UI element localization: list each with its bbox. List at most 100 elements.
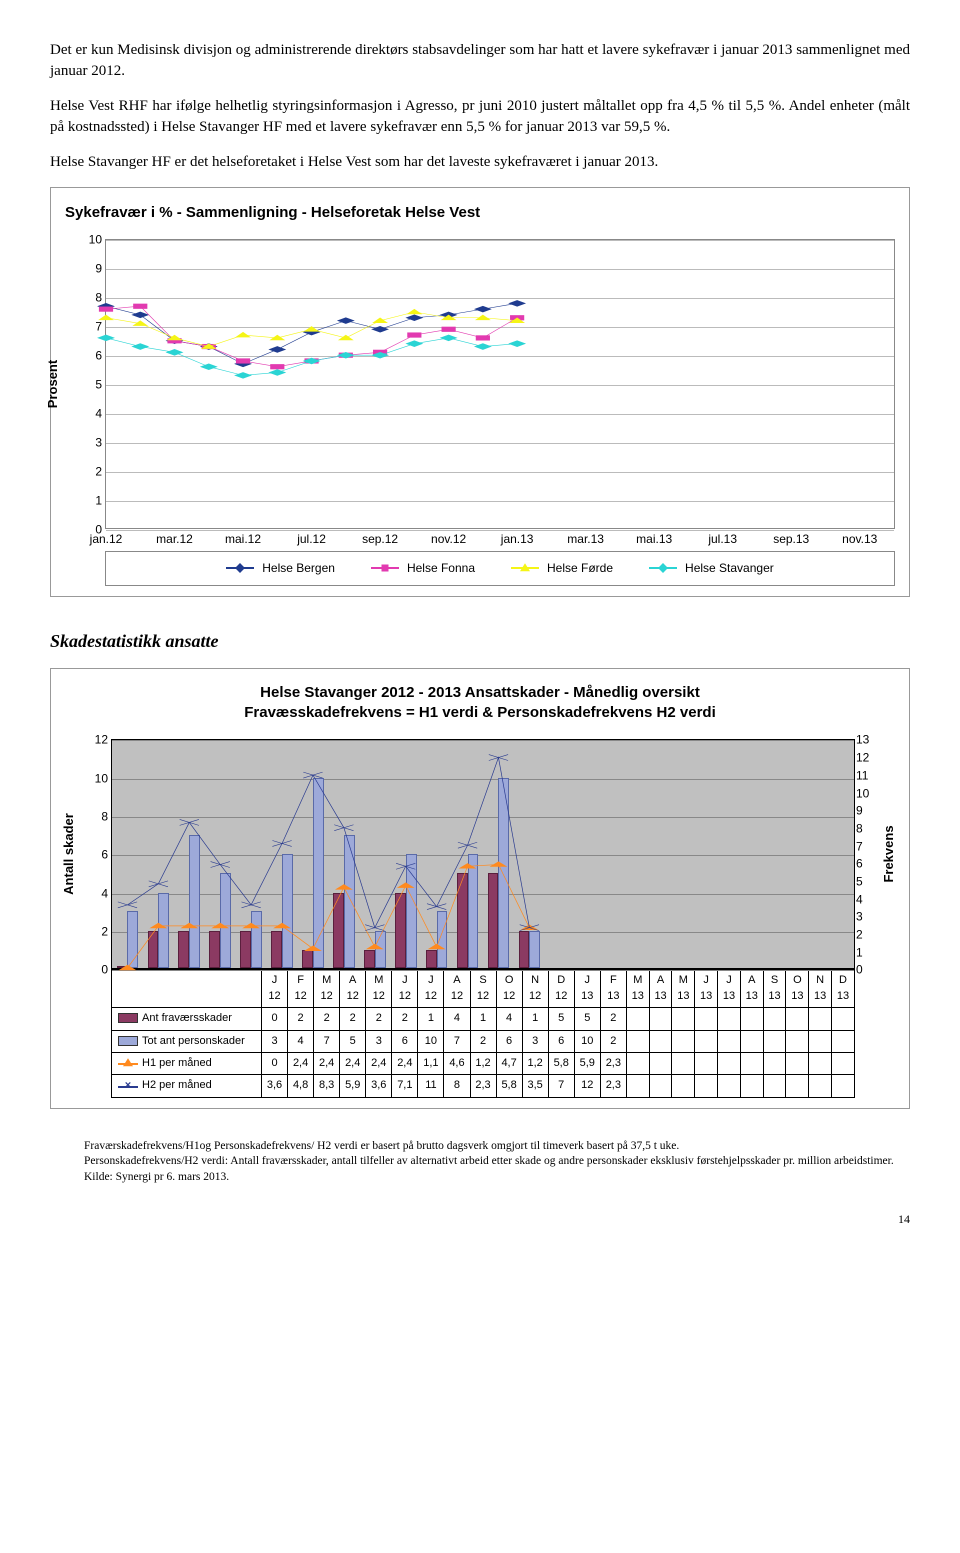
chart1-plot: 012345678910jan.12mar.12mai.12jul.12sep.… [105,239,895,529]
chart2-cell: 4 [444,1008,470,1030]
chart1-title: Sykefravær i % - Sammenligning - Helsefo… [65,202,895,223]
chart2-cell [626,1030,649,1052]
chart1-ytick: 7 [76,319,102,336]
chart1-ytick: 4 [76,406,102,423]
chart2-cell [832,1075,855,1097]
chart2-ytick-right: 4 [856,891,882,908]
chart2-column-header: O12 [496,970,522,1008]
chart1-xtick: mai.12 [225,531,261,548]
legend-item: Helse Førde [511,560,613,577]
chart1-ytick: 9 [76,261,102,278]
chart2-cell [626,1075,649,1097]
chart2-cell: 2,4 [314,1053,340,1075]
chart2-cell: 2,3 [600,1053,626,1075]
chart2-cell [740,1030,763,1052]
chart2-cell [763,1075,786,1097]
chart2-cell: 0 [262,1053,288,1075]
chart1-ytick: 8 [76,290,102,307]
chart1-ytick: 2 [76,464,102,481]
chart2-column-header: M12 [314,970,340,1008]
chart2-row-label: H1 per måned [112,1053,262,1075]
chart2-title-line2: Fravæsskadefrekvens = H1 verdi & Persons… [244,704,716,721]
chart-skadestatistikk: Helse Stavanger 2012 - 2013 Ansattskader… [50,668,910,1109]
chart1-xtick: sep.12 [362,531,398,548]
chart2-column-header: A12 [340,970,366,1008]
chart1-ytick: 6 [76,348,102,365]
chart2-ytick-right: 13 [856,732,882,749]
chart2-cell [786,1075,809,1097]
chart2-cell: 1,2 [470,1053,496,1075]
chart1-xtick: mai.13 [636,531,672,548]
chart2-cell: 4 [288,1030,314,1052]
chart2-column-header: J12 [392,970,418,1008]
chart2-ytick-right: 6 [856,856,882,873]
chart2-cell [649,1075,672,1097]
chart2-cell: 2 [600,1030,626,1052]
chart2-cell: 8 [444,1075,470,1097]
chart2-ytick-left: 0 [82,962,108,979]
chart2-cell: 8,3 [314,1075,340,1097]
chart1-ylabel: Prosent [44,360,62,408]
chart2-ytick-right: 8 [856,821,882,838]
chart1-xtick: mar.12 [156,531,193,548]
footnote: Fraværskadefrekvens/H1og Personskadefrek… [84,1139,910,1186]
chart2-cell: 2 [600,1008,626,1030]
chart1-ytick: 1 [76,493,102,510]
legend-label: Helse Bergen [262,560,335,577]
chart2-cell: 1,1 [418,1053,444,1075]
chart2-cell: 3 [262,1030,288,1052]
chart2-column-header: M13 [672,970,695,1008]
chart2-ytick-left: 4 [82,885,108,902]
chart2-cell: 7,1 [392,1075,418,1097]
chart2-data-table: J12F12M12A12M12J12J12A12S12O12N12D12J13F… [111,969,855,1097]
chart2-title: Helse Stavanger 2012 - 2013 Ansattskader… [65,683,895,724]
chart2-plot: 024681012012345678910111213 [111,739,855,969]
chart2-cell [763,1030,786,1052]
page-number: 14 [50,1211,910,1228]
chart2-cell: 2,4 [340,1053,366,1075]
chart2-cell [786,1053,809,1075]
chart2-ylabel-left: Antall skader [60,814,78,896]
chart2-ytick-right: 7 [856,838,882,855]
chart2-column-header: S13 [763,970,786,1008]
chart2-cell [672,1008,695,1030]
chart1-xtick: jul.12 [297,531,326,548]
chart1-xtick: sep.13 [773,531,809,548]
chart2-cell: 11 [418,1075,444,1097]
chart2-ytick-right: 0 [856,962,882,979]
chart2-cell [718,1008,741,1030]
chart2-column-header: A13 [649,970,672,1008]
chart2-ytick-right: 3 [856,909,882,926]
chart2-column-header: M12 [366,970,392,1008]
chart2-cell: 6 [392,1030,418,1052]
chart2-cell [672,1075,695,1097]
chart2-cell [695,1008,718,1030]
chart2-column-header: J13 [695,970,718,1008]
chart1-xtick: nov.12 [431,531,466,548]
chart2-cell [672,1053,695,1075]
chart2-cell: 1 [470,1008,496,1030]
chart2-cell [718,1030,741,1052]
chart2-ytick-right: 11 [856,767,882,784]
chart2-column-header: M13 [626,970,649,1008]
chart1-xtick: mar.13 [567,531,604,548]
chart2-cell: 2,4 [366,1053,392,1075]
chart1-ytick: 5 [76,377,102,394]
chart2-cell: 7 [444,1030,470,1052]
chart2-ytick-right: 2 [856,927,882,944]
chart2-ytick-right: 1 [856,944,882,961]
chart2-cell [626,1008,649,1030]
legend-item: Helse Bergen [226,560,335,577]
chart2-cell [695,1053,718,1075]
legend-label: Helse Fonna [407,560,475,577]
chart2-cell [809,1008,832,1030]
chart2-cell: 3 [366,1030,392,1052]
chart2-cell [832,1008,855,1030]
chart2-column-header: N12 [522,970,548,1008]
chart2-cell: 4,8 [288,1075,314,1097]
chart2-cell [718,1053,741,1075]
chart2-cell: 2,4 [288,1053,314,1075]
chart2-ytick-left: 12 [82,732,108,749]
chart2-cell [832,1053,855,1075]
chart-sykefravaer: Sykefravær i % - Sammenligning - Helsefo… [50,187,910,597]
